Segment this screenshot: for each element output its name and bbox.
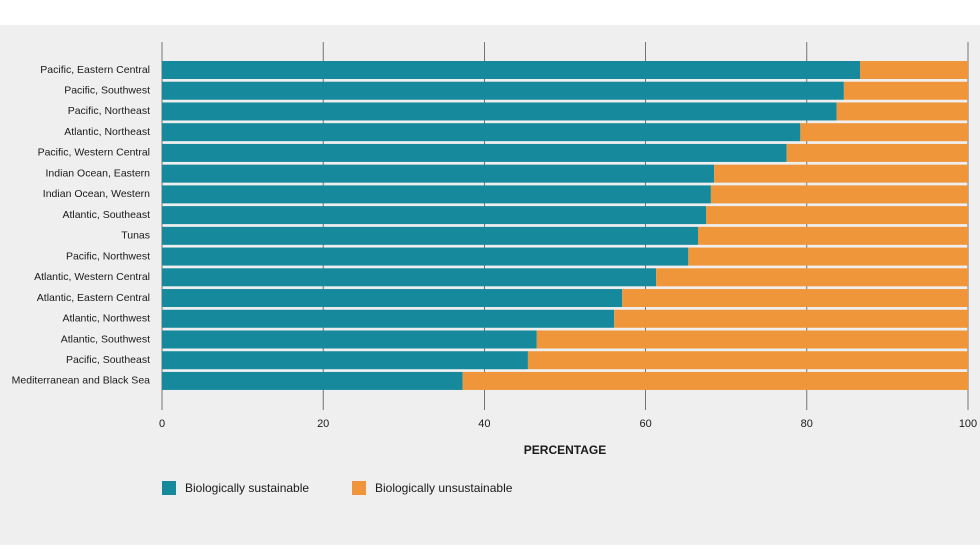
y-tick-label: Atlantic, Eastern Central (37, 292, 150, 304)
x-tick-label: 80 (801, 418, 813, 430)
y-tick-label: Atlantic, Southwest (61, 333, 150, 345)
x-tick-label: 0 (159, 418, 165, 430)
bar-segment (706, 206, 968, 225)
y-tick-label: Atlantic, Northwest (62, 313, 150, 325)
bar-segment (536, 330, 968, 349)
y-tick-label: Pacific, Northwest (66, 250, 150, 262)
y-tick-label: Pacific, Northeast (68, 105, 150, 117)
y-tick-label: Pacific, Southeast (66, 354, 150, 366)
y-tick-label: Indian Ocean, Western (43, 188, 150, 200)
x-tick-label: 40 (478, 418, 490, 430)
bar-segment (162, 247, 689, 266)
bar-segment (162, 185, 711, 204)
y-tick-label: Tunas (121, 230, 150, 242)
bar-segment (162, 123, 801, 142)
bar-segment (162, 102, 837, 121)
bar-segment (162, 81, 844, 100)
bar-segment (162, 309, 615, 328)
y-tick-label: Pacific, Southwest (64, 85, 150, 97)
x-tick-label: 100 (959, 418, 977, 430)
x-tick-label: 20 (317, 418, 329, 430)
y-tick-label: Pacific, Eastern Central (40, 64, 150, 76)
legend-swatch (352, 481, 366, 495)
y-tick-label: Atlantic, Northeast (64, 126, 150, 138)
bar-segment (162, 164, 715, 183)
y-tick-label: Atlantic, Southeast (62, 209, 150, 221)
bar-segment (622, 289, 968, 308)
bar-segment (527, 351, 968, 370)
y-tick-label: Indian Ocean, Eastern (46, 167, 151, 179)
bar-segment (162, 143, 787, 162)
bar-segment (836, 102, 968, 121)
bar-segment (614, 309, 968, 328)
bar-segment (162, 371, 463, 390)
legend-swatch (162, 481, 176, 495)
bar-segment (786, 143, 968, 162)
bar-segment (859, 61, 968, 79)
bar-segment (710, 185, 968, 204)
bar-segment (688, 247, 968, 266)
bar-segment (162, 351, 528, 370)
legend-label: Biologically sustainable (185, 481, 309, 495)
bar-segment (656, 268, 968, 287)
x-tick-label: 60 (639, 418, 651, 430)
bar-segment (162, 206, 707, 225)
bar-segment (162, 226, 698, 245)
bar-segment (162, 268, 657, 287)
bar-segment (697, 226, 968, 245)
bar-segment (843, 81, 968, 100)
bar-segment (462, 371, 968, 390)
x-axis-label: PERCENTAGE (524, 443, 606, 457)
y-tick-label: Pacific, Western Central (38, 147, 150, 159)
y-tick-label: Atlantic, Western Central (34, 271, 150, 283)
bar-segment (800, 123, 968, 142)
bar-segment (162, 61, 860, 79)
bar-segment (714, 164, 968, 183)
y-tick-label: Mediterranean and Black Sea (12, 375, 150, 387)
legend-label: Biologically unsustainable (375, 481, 513, 495)
bar-segment (162, 330, 537, 349)
bar-segment (162, 289, 623, 308)
